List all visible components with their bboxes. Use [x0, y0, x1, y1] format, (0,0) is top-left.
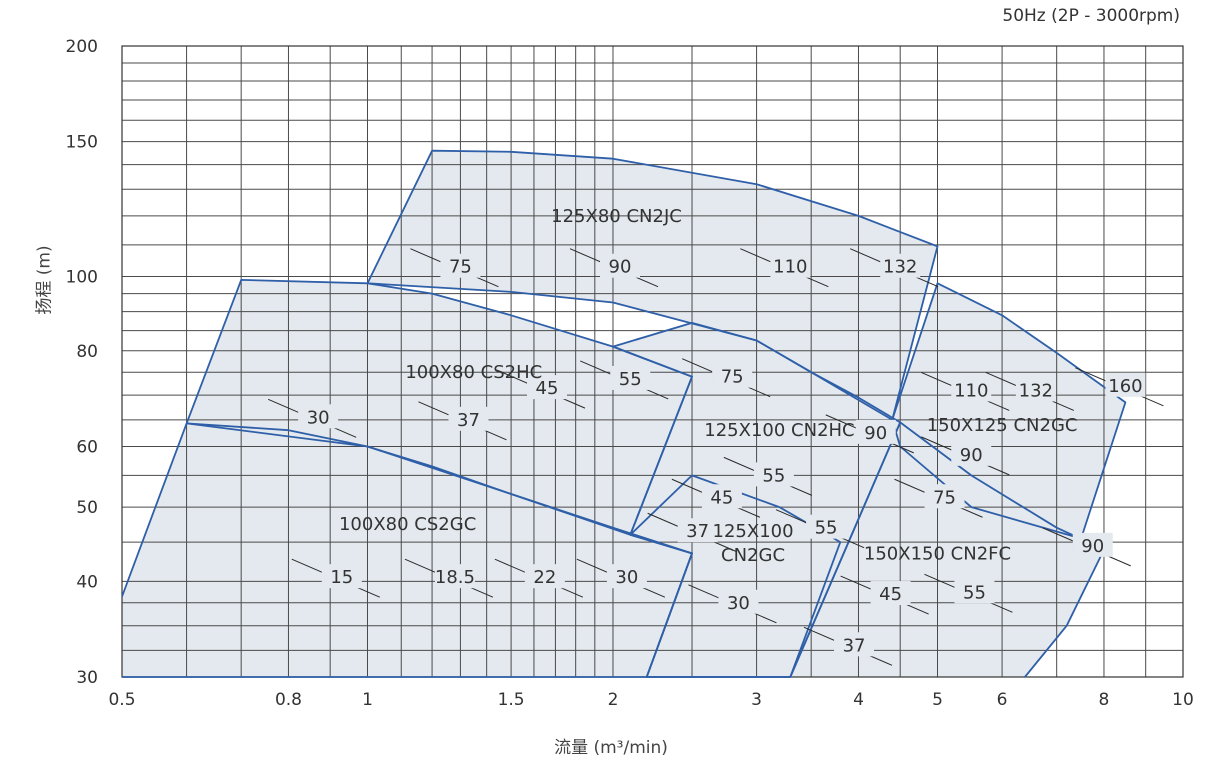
boundary-150x125-cn2gc [891, 282, 1127, 540]
boundary-150x150-cn2fc [789, 421, 1105, 678]
x-tick-label: 0.5 [108, 690, 135, 710]
series-label: 100X80 CS2GC [339, 514, 476, 535]
motor-kw-label: 75 [933, 487, 956, 508]
y-tick-label: 60 [76, 437, 98, 457]
motor-label-bg [753, 462, 794, 487]
motor-kw-label: 90 [864, 423, 887, 444]
motor-label-bg [855, 419, 896, 444]
motor-label-bg [770, 253, 811, 278]
x-tick-label: 8 [1099, 690, 1110, 710]
motor-label-bg [526, 375, 567, 400]
y-tick-label: 40 [76, 572, 98, 592]
y-tick-label: 30 [76, 668, 98, 688]
motor-label-bg [606, 564, 647, 589]
motor-label-bg [718, 589, 759, 614]
motor-label-bg [440, 253, 481, 278]
y-tick-label: 50 [76, 498, 98, 518]
series-label: 125X100 [713, 521, 794, 542]
motor-kw-label: 30 [307, 407, 330, 428]
motor-label-bg [806, 514, 847, 539]
motor-label-bg [610, 365, 651, 390]
region-100x80-cs2hc [186, 279, 692, 535]
motor-label-bg [448, 406, 489, 431]
series-label: CN2GC [721, 545, 785, 566]
motor-label-bg [524, 564, 565, 589]
motor-kw-label: 90 [609, 257, 632, 278]
x-tick-label: 3 [751, 690, 762, 710]
region-125x80-cn2jc [367, 150, 938, 420]
motor-label-bg [677, 518, 718, 543]
motor-label-bg [1015, 377, 1056, 402]
motor-kw-label: 45 [879, 584, 902, 605]
motor-kw-label: 110 [773, 257, 807, 278]
x-tick-label: 6 [997, 690, 1008, 710]
series-label: 100X80 CS2HC [405, 362, 542, 383]
motor-kw-label: 160 [1108, 376, 1142, 397]
motor-kw-label: 22 [533, 567, 556, 588]
motor-kw-label: 55 [762, 465, 785, 486]
motor-kw-label: 30 [727, 593, 750, 614]
x-axis-title: 流量 (m³/min) [554, 738, 668, 758]
motor-kw-label: 15 [330, 567, 353, 588]
frequency-note: 50Hz (2P - 3000rpm) [1002, 6, 1180, 26]
motor-label-bg [924, 484, 965, 509]
motor-kw-label: 55 [619, 369, 642, 390]
motor-kw-label: 110 [954, 380, 988, 401]
motor-label-bg [951, 441, 992, 466]
x-tick-label: 1 [362, 690, 373, 710]
motor-kw-label: 55 [963, 582, 986, 603]
x-tick-label: 1.5 [498, 690, 525, 710]
y-tick-label: 150 [66, 133, 98, 153]
x-tick-label: 0.8 [275, 690, 302, 710]
y-tick-label: 200 [66, 37, 98, 57]
motor-label-bg [880, 253, 921, 278]
motor-kw-label: 55 [815, 518, 838, 539]
y-axis-title: 扬程 (m) [34, 245, 55, 315]
region-100x80-cs2gc [122, 423, 692, 677]
x-tick-label: 10 [1172, 690, 1194, 710]
motor-label-bg [1072, 532, 1113, 557]
motor-label-bg [834, 632, 875, 657]
series-label: 150X150 CN2FC [864, 543, 1011, 564]
performance-curves [121, 149, 1164, 678]
x-tick-label: 2 [608, 690, 619, 710]
motor-kw-label: 37 [457, 410, 480, 431]
series-label: 125X100 CN2HC [704, 420, 854, 441]
motor-label-bg [298, 404, 339, 429]
motor-kw-label: 75 [449, 257, 472, 278]
motor-label-bg [434, 564, 475, 589]
motor-label-bg [712, 363, 753, 388]
y-tick-label: 80 [76, 342, 98, 362]
motor-kw-label: 45 [536, 378, 559, 399]
motor-kw-label: 37 [843, 635, 866, 656]
motor-label-bg [870, 581, 911, 606]
motor-label-bg [951, 377, 992, 402]
motor-label-bg [1105, 372, 1146, 397]
series-label: 125X80 CN2JC [551, 206, 682, 227]
motor-kw-label: 18.5 [435, 567, 475, 588]
motor-kw-label: 45 [710, 487, 733, 508]
motor-label-bg [701, 484, 742, 509]
x-tick-label: 4 [853, 690, 864, 710]
y-tick-label: 100 [66, 268, 98, 288]
motor-kw-label: 30 [615, 567, 638, 588]
x-tick-label: 5 [932, 690, 943, 710]
series-label: 150X125 CN2GC [927, 415, 1078, 436]
motor-kw-label: 90 [1081, 536, 1104, 557]
motor-kw-label: 90 [960, 445, 983, 466]
motor-kw-label: 132 [1019, 380, 1053, 401]
boundary-125x80-cn2jc [366, 149, 939, 421]
motor-kw-label: 37 [686, 521, 709, 542]
motor-label-bg [599, 253, 640, 278]
boundary-125x100-cn2gc [629, 474, 842, 678]
chart-grid [121, 45, 1184, 678]
motor-label-bg [954, 579, 995, 604]
region-150x150-cn2fc [790, 422, 1104, 677]
motor-label-bg [321, 564, 362, 589]
motor-kw-label: 75 [721, 367, 744, 388]
motor-kw-label: 132 [883, 257, 917, 278]
